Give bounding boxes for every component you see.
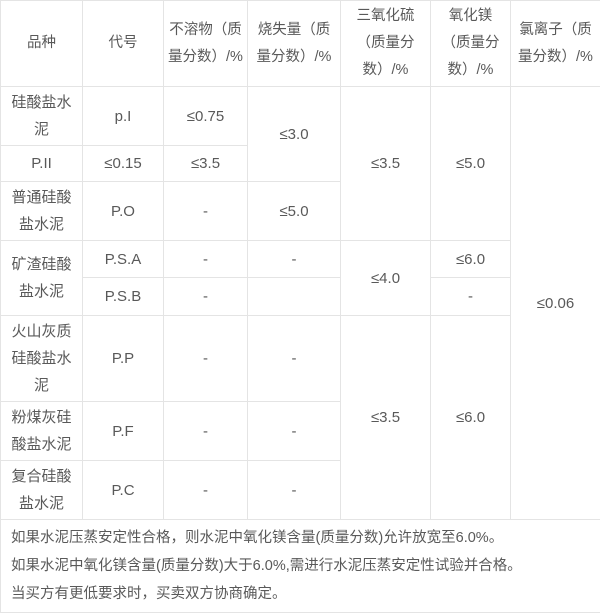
cell-chloride: ≤0.06: [511, 87, 600, 520]
cell-insoluble: -: [164, 461, 248, 520]
cell-variety: 粉煤灰硅 酸盐水泥: [1, 402, 83, 461]
cell-variety: 复合硅酸 盐水泥: [1, 461, 83, 520]
cell-mgo: ≤6.0: [431, 316, 511, 520]
header-loss-on-ignition: 烧失量（质 量分数）/%: [248, 1, 341, 87]
cell-loi: -: [248, 461, 341, 520]
cell-so3: ≤3.5: [341, 87, 431, 241]
cell-loi: -: [248, 241, 341, 278]
cell-code: P.C: [83, 461, 164, 520]
cell-mgo: -: [431, 278, 511, 316]
header-sulfur-trioxide: 三氧化硫 （质量分 数）/%: [341, 1, 431, 87]
footnote-line: 如果水泥中氧化镁含量(质量分数)大于6.0%,需进行水泥压蒸安定性试验并合格。: [11, 552, 590, 580]
cell-insoluble: -: [164, 241, 248, 278]
table-row: 火山灰质 硅酸盐水 泥 P.P - - ≤3.5 ≤6.0: [1, 316, 600, 402]
header-insoluble: 不溶物（质 量分数）/%: [164, 1, 248, 87]
cell-insoluble: -: [164, 402, 248, 461]
table-row: 硅酸盐水 泥 p.I ≤0.75 ≤3.0 ≤3.5 ≤5.0 ≤0.06: [1, 87, 600, 146]
header-code: 代号: [83, 1, 164, 87]
cell-loi: -: [248, 316, 341, 402]
cell-code: P.O: [83, 182, 164, 241]
cell-insoluble: ≤3.5: [164, 146, 248, 182]
cell-variety: P.II: [1, 146, 83, 182]
cell-insoluble: -: [164, 278, 248, 316]
cell-code: P.S.B: [83, 278, 164, 316]
footnote-line: 如果水泥压蒸安定性合格，则水泥中氧化镁含量(质量分数)允许放宽至6.0%。: [11, 524, 590, 552]
cell-loi: [248, 278, 341, 316]
cell-mgo: ≤5.0: [431, 87, 511, 241]
table-row: 矿渣硅酸 盐水泥 P.S.A - - ≤4.0 ≤6.0: [1, 241, 600, 278]
header-chloride-ion: 氯离子（质 量分数）/%: [511, 1, 600, 87]
cell-code: P.P: [83, 316, 164, 402]
footnotes-cell: 如果水泥压蒸安定性合格，则水泥中氧化镁含量(质量分数)允许放宽至6.0%。 如果…: [1, 520, 600, 613]
footnote-line: 当买方有更低要求时，买卖双方协商确定。: [11, 580, 590, 608]
cell-loi: ≤3.0: [248, 87, 341, 182]
cell-variety: 普通硅酸 盐水泥: [1, 182, 83, 241]
cell-code: p.I: [83, 87, 164, 146]
header-row: 品种 代号 不溶物（质 量分数）/% 烧失量（质 量分数）/% 三氧化硫 （质量…: [1, 1, 600, 87]
cell-so3: ≤3.5: [341, 316, 431, 520]
cell-loi: ≤5.0: [248, 182, 341, 241]
cell-code: P.F: [83, 402, 164, 461]
cell-mgo: ≤6.0: [431, 241, 511, 278]
cell-so3: ≤4.0: [341, 241, 431, 316]
table-row: P.S.B - -: [1, 278, 600, 316]
cell-variety: 硅酸盐水 泥: [1, 87, 83, 146]
cell-insoluble: ≤0.75: [164, 87, 248, 146]
cell-code: P.S.A: [83, 241, 164, 278]
header-variety: 品种: [1, 1, 83, 87]
footnotes-row: 如果水泥压蒸安定性合格，则水泥中氧化镁含量(质量分数)允许放宽至6.0%。 如果…: [1, 520, 600, 613]
cell-insoluble: -: [164, 182, 248, 241]
cell-insoluble: -: [164, 316, 248, 402]
cell-loi: -: [248, 402, 341, 461]
cell-variety: 火山灰质 硅酸盐水 泥: [1, 316, 83, 402]
cell-code: ≤0.15: [83, 146, 164, 182]
header-magnesium-oxide: 氧化镁 （质量分 数）/%: [431, 1, 511, 87]
cell-variety: 矿渣硅酸 盐水泥: [1, 241, 83, 316]
